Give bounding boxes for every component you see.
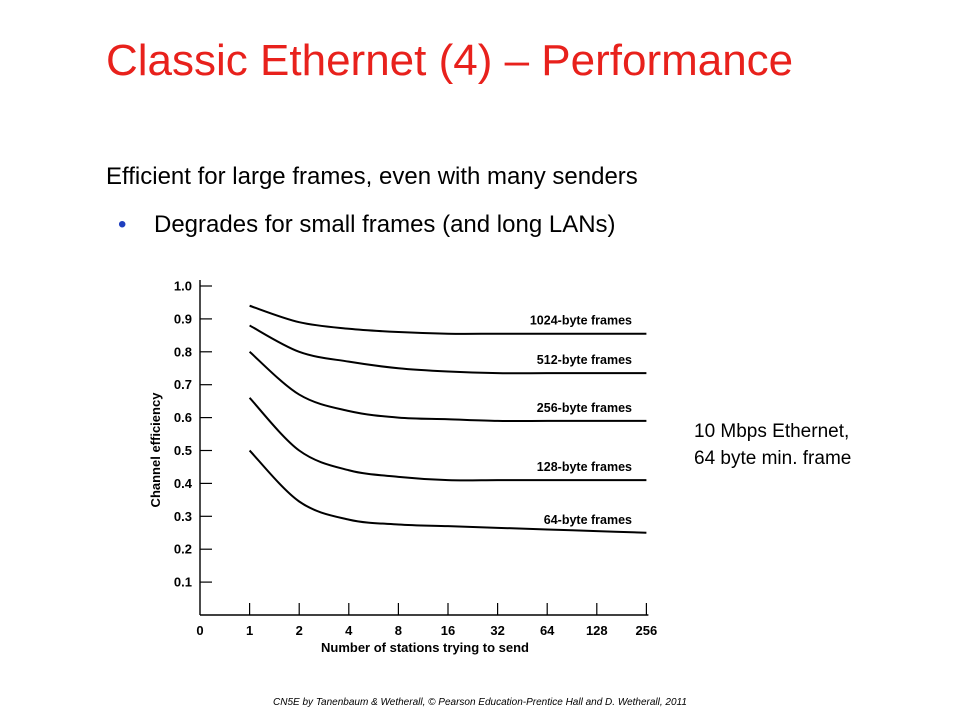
series-line bbox=[248, 351, 647, 423]
y-tick-label: 0.6 bbox=[174, 410, 192, 425]
chart-labels: 0.1 0.2 0.3 0.4 0.5 0.6 0.7 0.8 0.9 1.0 0 1 2 4 8 16 32 6… bbox=[148, 279, 657, 656]
y-tick-label: 1.0 bbox=[174, 279, 192, 294]
series-line bbox=[249, 304, 647, 335]
y-tick-label: 0.4 bbox=[174, 476, 193, 491]
bullet-item: • Degrades for small frames (and long LAN… bbox=[118, 211, 616, 239]
note-line-1: 10 Mbps Ethernet, bbox=[694, 421, 850, 442]
x-axis-title: Number of stations trying to send bbox=[321, 640, 529, 655]
x-tick-label: 256 bbox=[636, 623, 658, 638]
x-tick-label: 8 bbox=[395, 623, 402, 638]
series-label: 128-byte frames bbox=[537, 460, 632, 474]
x-tick-label: 32 bbox=[490, 623, 504, 638]
series-label: 512-byte frames bbox=[537, 353, 632, 367]
note-line-2: 64 byte min. frame bbox=[694, 448, 852, 469]
x-tick-label: 64 bbox=[540, 623, 555, 638]
series-line bbox=[249, 324, 647, 375]
y-axis-title: Channel efficiency bbox=[148, 392, 163, 508]
series-label: 1024-byte frames bbox=[530, 314, 632, 328]
y-tick-label: 0.1 bbox=[174, 575, 192, 590]
side-note: 10 Mbps Ethernet, 64 byte min. frame bbox=[694, 418, 851, 472]
body-line: Efficient for large frames, even with ma… bbox=[106, 163, 638, 190]
x-tick-label: 4 bbox=[345, 623, 353, 638]
series-label: 256-byte frames bbox=[537, 401, 632, 415]
y-tick-label: 0.9 bbox=[174, 311, 192, 326]
series-line bbox=[248, 397, 647, 482]
bullet-dot-icon: • bbox=[118, 211, 127, 238]
x-tick-label: 1 bbox=[246, 623, 253, 638]
footer-credit: CN5E by Tanenbaum & Wetherall, © Pearson… bbox=[273, 697, 687, 708]
series-label: 64-byte frames bbox=[544, 513, 632, 527]
chart-axes bbox=[199, 280, 649, 616]
y-tick-label: 0.5 bbox=[174, 443, 192, 458]
y-tick-label: 0.2 bbox=[174, 542, 192, 557]
x-tick-label: 128 bbox=[586, 623, 608, 638]
chart-series bbox=[248, 304, 647, 534]
y-tick-label: 0.3 bbox=[174, 509, 192, 524]
x-tick-label: 2 bbox=[296, 623, 303, 638]
slide-title: Classic Ethernet (4) – Performance bbox=[106, 36, 794, 85]
bullet-text: Degrades for small frames (and long LANs… bbox=[154, 211, 616, 238]
x-tick-label: 16 bbox=[441, 623, 455, 638]
x-tick-label: 0 bbox=[196, 623, 203, 638]
series-line bbox=[248, 449, 647, 534]
y-tick-label: 0.7 bbox=[174, 377, 192, 392]
y-tick-label: 0.8 bbox=[174, 344, 192, 359]
